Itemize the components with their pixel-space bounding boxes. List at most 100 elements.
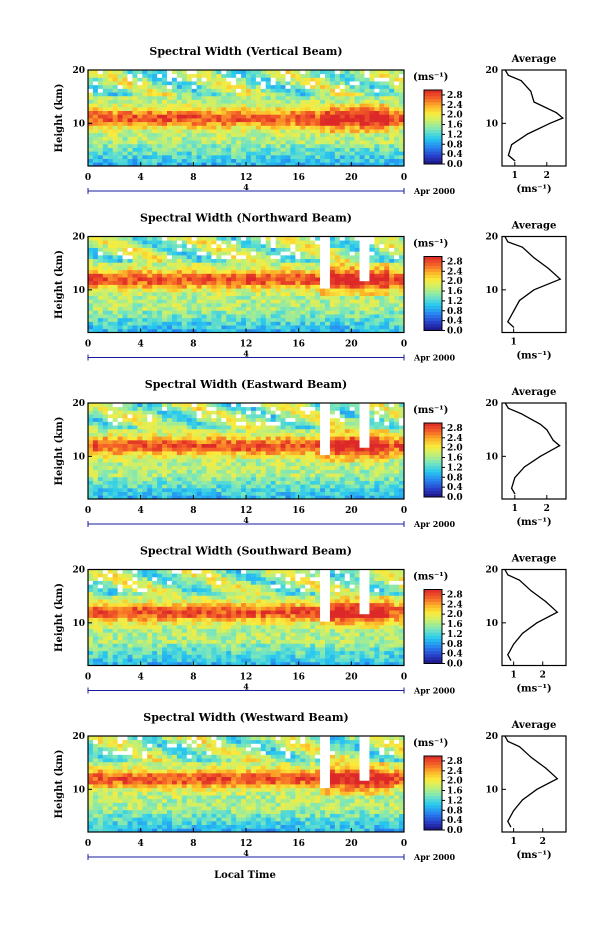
heatmap-cell xyxy=(241,125,246,129)
heatmap-cell xyxy=(276,270,281,274)
heatmap-cell xyxy=(118,325,123,329)
heatmap-cell xyxy=(295,248,300,252)
heatmap-cell xyxy=(310,314,315,318)
average-point xyxy=(521,80,522,81)
heatmap-cell xyxy=(330,403,335,407)
heatmap-cell xyxy=(93,462,98,466)
heatmap-cell xyxy=(305,447,310,451)
heatmap-cell xyxy=(261,122,266,126)
heatmap-cell xyxy=(93,144,98,148)
heatmap-cell xyxy=(251,296,256,300)
heatmap-cell xyxy=(236,259,241,263)
heatmap-cell xyxy=(167,321,172,325)
heatmap-cell xyxy=(295,458,300,462)
heatmap-cell xyxy=(389,248,394,252)
heatmap-cell xyxy=(389,303,394,307)
heatmap-cell xyxy=(325,469,330,473)
heatmap-cell xyxy=(256,303,261,307)
heatmap-cell xyxy=(315,477,320,481)
heatmap-cell xyxy=(305,144,310,148)
heatmap-cell xyxy=(132,77,137,81)
heatmap-cell xyxy=(152,307,157,311)
heatmap-cell xyxy=(305,159,310,163)
heatmap-cell xyxy=(216,414,221,418)
heatmap xyxy=(88,70,404,166)
heatmap-cell xyxy=(266,492,271,496)
heatmap-cell xyxy=(88,103,93,107)
heatmap-cell xyxy=(355,262,360,266)
heatmap-cell xyxy=(132,407,137,411)
heatmap-cell xyxy=(251,81,256,85)
heatmap-cell xyxy=(108,481,113,485)
heatmap-cell xyxy=(335,325,340,329)
heatmap-cell xyxy=(93,440,98,444)
heatmap-cell xyxy=(142,410,147,414)
heatmap-cell xyxy=(113,433,118,437)
heatmap-cell xyxy=(256,410,261,414)
heatmap-cell xyxy=(182,74,187,78)
heatmap-cell xyxy=(162,111,167,115)
heatmap-cell xyxy=(93,136,98,140)
heatmap-cell xyxy=(123,77,128,81)
heatmap-cell xyxy=(350,114,355,118)
heatmap-cell xyxy=(88,111,93,115)
heatmap-cell xyxy=(384,270,389,274)
heatmap-cell xyxy=(123,447,128,451)
heatmap-cell xyxy=(295,273,300,277)
heatmap-cell xyxy=(345,403,350,407)
heatmap-cell xyxy=(300,447,305,451)
heatmap-cell xyxy=(157,314,162,318)
heatmap-cell xyxy=(211,133,216,137)
heatmap-cell xyxy=(355,288,360,292)
heatmap-cell xyxy=(379,299,384,303)
heatmap-cell xyxy=(202,321,207,325)
heatmap-cell xyxy=(113,288,118,292)
heatmap-cell xyxy=(132,133,137,137)
colorbar-tick-label: 2.8 xyxy=(447,257,463,267)
heatmap-cell xyxy=(108,425,113,429)
heatmap-cell xyxy=(172,114,177,118)
heatmap-cell xyxy=(108,107,113,111)
heatmap-cell xyxy=(345,418,350,422)
heatmap-cell xyxy=(167,270,172,274)
heatmap-cell xyxy=(226,429,231,433)
heatmap-cell xyxy=(350,292,355,296)
heatmap-cell xyxy=(286,259,291,263)
heatmap-cell xyxy=(167,136,172,140)
heatmap-cell xyxy=(335,255,340,259)
heatmap-cell xyxy=(379,107,384,111)
heatmap-cell xyxy=(335,273,340,277)
heatmap-cell xyxy=(389,114,394,118)
heatmap-cell xyxy=(276,492,281,496)
heatmap-cell xyxy=(389,296,394,300)
heatmap-cell xyxy=(93,88,98,92)
heatmap-cell xyxy=(167,484,172,488)
heatmap-cell xyxy=(300,114,305,118)
heatmap-cell xyxy=(340,477,345,481)
heatmap-cell xyxy=(108,285,113,289)
heatmap-cell xyxy=(132,462,137,466)
heatmap-cell xyxy=(142,296,147,300)
heatmap-cell xyxy=(251,133,256,137)
heatmap-cell xyxy=(310,440,315,444)
heatmap-cell xyxy=(226,436,231,440)
heatmap-cell xyxy=(197,444,202,448)
heatmap-cell xyxy=(152,429,157,433)
heatmap-cell xyxy=(157,273,162,277)
heatmap-cell xyxy=(261,429,266,433)
heatmap-cell xyxy=(147,96,152,100)
heatmap-cell xyxy=(98,492,103,496)
heatmap-cell xyxy=(335,136,340,140)
heatmap-cell xyxy=(350,262,355,266)
x-tick-label: 16 xyxy=(292,340,305,350)
heatmap-cell xyxy=(162,148,167,152)
heatmap-cell xyxy=(157,136,162,140)
heatmap-cell xyxy=(147,451,152,455)
heatmap-cell xyxy=(320,251,325,255)
heatmap-cell xyxy=(335,237,340,241)
heatmap-cell xyxy=(246,321,251,325)
heatmap-cell xyxy=(271,262,276,266)
heatmap-cell xyxy=(315,96,320,100)
heatmap-cell xyxy=(113,74,118,78)
heatmap-cell xyxy=(93,159,98,163)
